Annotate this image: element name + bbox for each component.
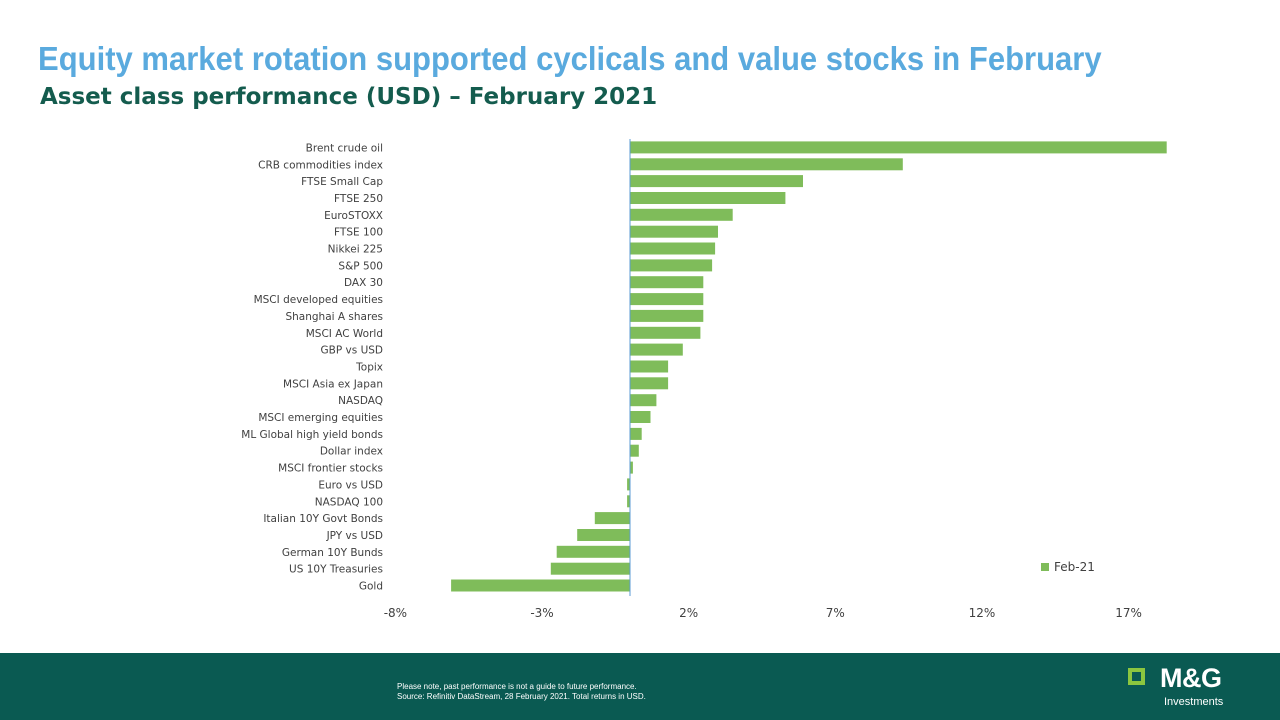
bar-ml-global-high-yield-bonds [630,427,642,440]
category-label: German 10Y Bunds [282,547,383,559]
bar-ftse-100 [630,225,718,238]
bar-topix [630,360,669,373]
bar-eurostoxx [630,208,733,221]
bar-italian-10y-govt-bonds [594,512,630,525]
bar-msci-developed-equities [630,293,704,306]
x-tick-label: 2% [679,606,698,620]
bars-group [451,141,1167,592]
logo-square-icon [1128,668,1145,685]
bar-german-10y-bunds [556,545,630,558]
bar-nasdaq [630,394,657,407]
logo-subtext: Investments [1164,696,1224,708]
bar-dollar-index [630,444,639,457]
disclaimer-line-2: Source: Refinitiv DataStream, 28 Februar… [397,692,646,701]
category-label: MSCI emerging equities [258,412,383,424]
disclaimer: Please note, past performance is not a g… [397,682,646,702]
category-label: US 10Y Treasuries [289,564,383,576]
category-label: EuroSTOXX [324,210,383,222]
category-label: Topix [355,362,383,374]
bar-ftse-small-cap [630,175,803,188]
legend-swatch [1041,563,1049,571]
page-subtitle: Asset class performance (USD) – February… [40,84,658,110]
bar-s-p-500 [630,259,713,272]
bar-gold [451,579,630,592]
bar-us-10y-treasuries [550,562,630,575]
bar-gbp-vs-usd [630,343,683,356]
x-tick-label: 17% [1115,606,1142,620]
category-label: MSCI Asia ex Japan [283,378,383,390]
category-label: FTSE 250 [334,193,383,205]
bar-nasdaq-100 [627,495,630,508]
category-labels: Brent crude oil CRB commodities index FTSE… [241,142,383,592]
bar-brent-crude-oil [630,141,1167,154]
category-label: CRB commodities index [258,159,383,171]
x-tick-label: 12% [969,606,996,620]
disclaimer-line-1: Please note, past performance is not a g… [397,682,637,691]
category-label: Dollar index [320,446,383,458]
category-label: GBP vs USD [321,345,383,357]
category-label: DAX 30 [344,277,383,289]
category-label: JPY vs USD [326,530,383,542]
category-label: MSCI frontier stocks [278,463,383,475]
bar-msci-frontier-stocks [630,461,633,474]
bar-crb-commodities-index [630,158,903,171]
bar-msci-ac-world [630,326,701,339]
legend-label: Feb-21 [1054,560,1095,574]
category-label: FTSE 100 [334,227,383,239]
category-label: Shanghai A shares [285,311,383,323]
category-label: S&P 500 [338,260,383,272]
bar-euro-vs-usd [627,478,630,491]
x-tick-labels: -8% -3% 2% 7% 12% 17% [384,606,1142,620]
bar-nikkei-225 [630,242,716,255]
bar-jpy-vs-usd [577,529,630,541]
category-label: MSCI AC World [306,328,383,340]
category-label: Euro vs USD [318,479,383,491]
mg-logo: M&G Investments [1126,663,1256,713]
x-tick-label: 7% [826,606,845,620]
bar-chart: Brent crude oil CRB commodities index FTSE… [241,139,1167,620]
category-label: Italian 10Y Govt Bonds [263,513,383,525]
category-label: Brent crude oil [306,142,383,154]
bar-msci-emerging-equities [630,411,651,423]
category-label: Gold [359,581,383,593]
category-label: NASDAQ 100 [315,496,383,508]
bar-ftse-250 [630,192,786,204]
category-label: NASDAQ [338,395,383,407]
category-label: ML Global high yield bonds [241,429,383,441]
x-tick-label: -3% [530,606,553,620]
footer-bar: Please note, past performance is not a g… [0,653,1280,720]
x-tick-label: -8% [384,606,407,620]
page-title: Equity market rotation supported cyclica… [38,40,1102,77]
category-label: MSCI developed equities [254,294,383,306]
bar-msci-asia-ex-japan [630,377,669,390]
logo-wordmark: M&G [1160,663,1222,693]
bar-dax-30 [630,276,704,289]
category-label: Nikkei 225 [328,244,383,256]
legend: Feb-21 [1041,560,1095,574]
bar-shanghai-a-shares [630,309,704,322]
category-label: FTSE Small Cap [301,176,383,188]
